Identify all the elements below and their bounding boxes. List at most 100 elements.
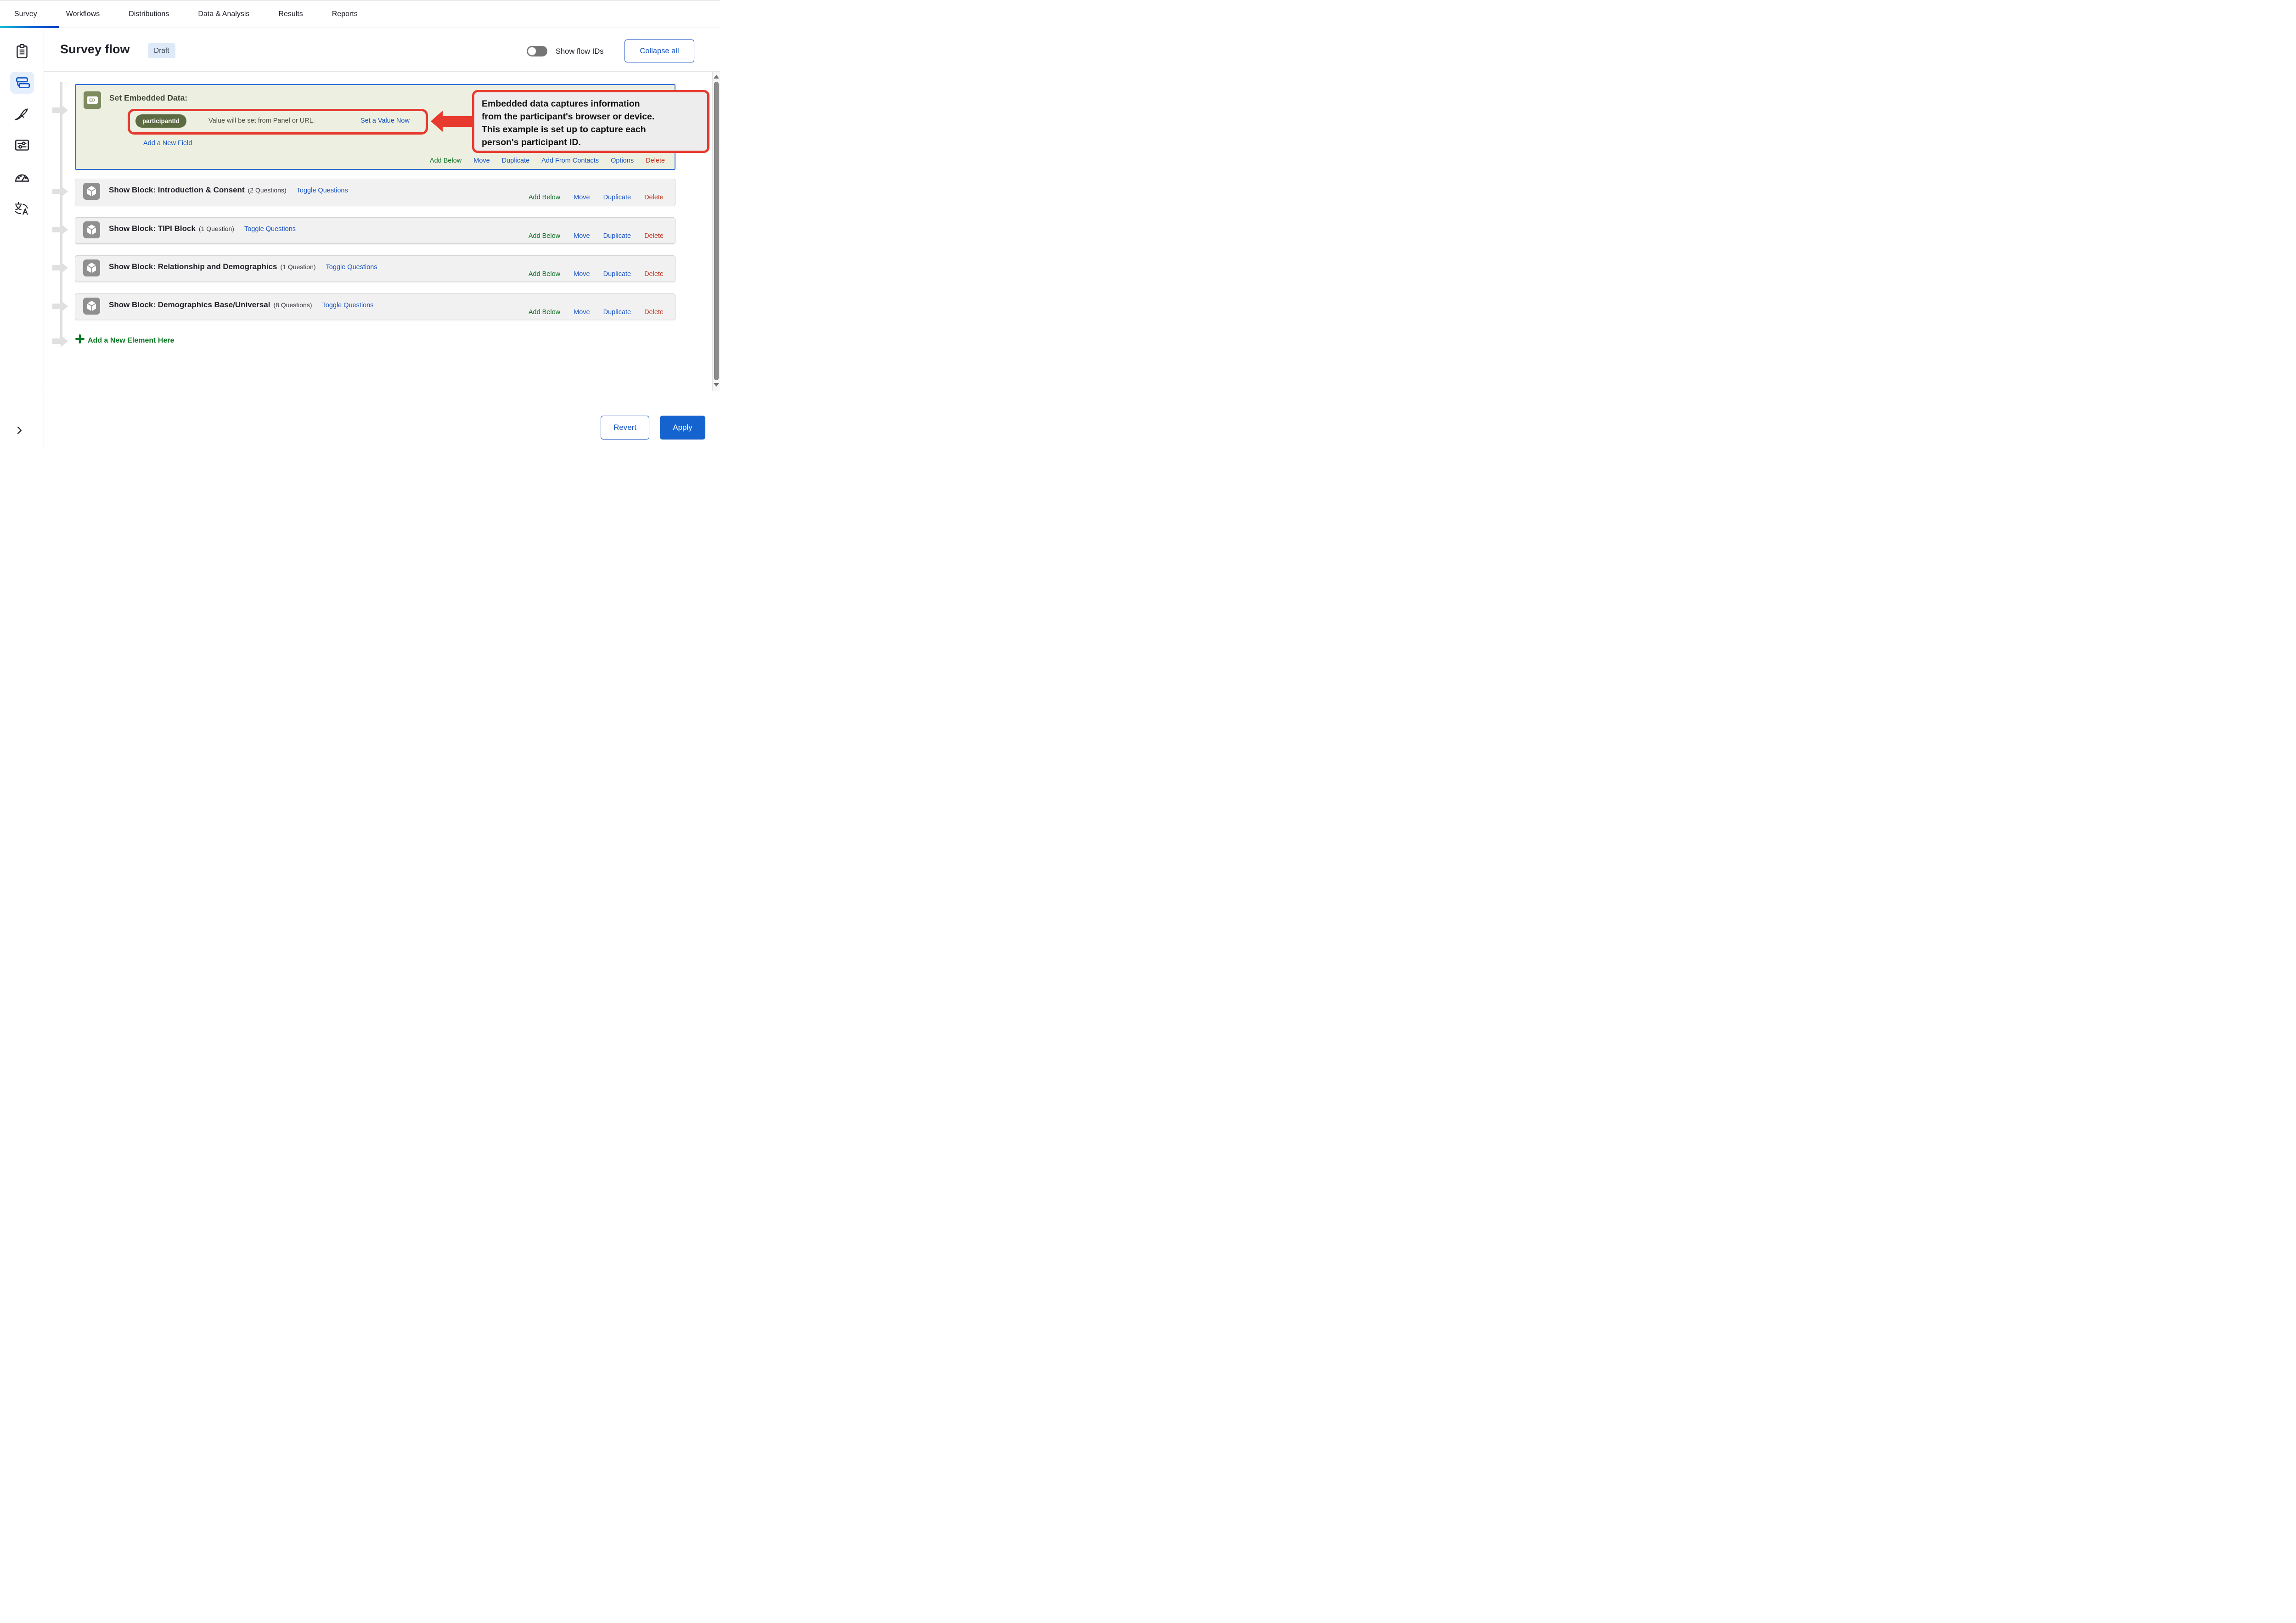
annotation-arrow-head [431, 111, 443, 132]
add-below-link[interactable]: Add Below [528, 270, 561, 278]
tab-reports[interactable]: Reports [332, 10, 358, 18]
block-title: Show Block: Relationship and Demographic… [109, 262, 277, 271]
block-title: Show Block: Demographics Base/Universal [109, 300, 270, 309]
delete-link[interactable]: Delete [644, 232, 664, 240]
duplicate-link[interactable]: Duplicate [603, 232, 631, 240]
scroll-up-arrow-icon[interactable] [714, 75, 719, 79]
embedded-data-badge-icon: ED [84, 91, 101, 109]
status-badge: Draft [148, 43, 175, 58]
delete-link[interactable]: Delete [644, 194, 664, 201]
annotation-text-line: person's participant ID. [482, 137, 581, 147]
block-actions-bar: Add Below Move Duplicate Delete [529, 270, 664, 278]
duplicate-link[interactable]: Duplicate [603, 309, 631, 316]
flow-connector-arrow [52, 104, 68, 116]
duplicate-link[interactable]: Duplicate [603, 270, 631, 278]
flow-connector-arrow [52, 300, 68, 312]
survey-options-icon[interactable] [13, 136, 31, 154]
embedded-data-title: Set Embedded Data: [109, 93, 188, 102]
flow-connector-arrow [52, 335, 68, 347]
page-title: Survey flow [60, 42, 130, 56]
ed-badge-label: ED [87, 96, 98, 104]
embedded-actions-bar: Add Below Move Duplicate Add From Contac… [430, 157, 665, 164]
scrollbar-thumb[interactable] [714, 82, 719, 380]
show-block-tipi[interactable]: Show Block: TIPI Block (1 Question) Togg… [75, 217, 675, 244]
flow-connector-line [60, 82, 62, 341]
toggle-questions-link[interactable]: Toggle Questions [326, 264, 377, 271]
delete-link[interactable]: Delete [644, 270, 664, 278]
survey-builder-icon[interactable] [13, 43, 31, 60]
block-question-count: (8 Questions) [273, 301, 312, 309]
translations-icon[interactable] [13, 200, 31, 217]
tab-workflows[interactable]: Workflows [66, 10, 100, 18]
block-cube-icon [83, 298, 100, 315]
move-link[interactable]: Move [574, 309, 590, 316]
plus-icon [75, 334, 84, 344]
add-below-link[interactable]: Add Below [528, 309, 561, 316]
add-below-link[interactable]: Add Below [528, 232, 561, 240]
active-tab-underline [0, 26, 59, 28]
show-block-relationship-demographics[interactable]: Show Block: Relationship and Demographic… [75, 255, 675, 282]
duplicate-link[interactable]: Duplicate [501, 157, 530, 164]
set-value-now-link[interactable]: Set a Value Now [360, 117, 410, 124]
expand-sidebar-chevron-icon[interactable] [15, 426, 24, 435]
embedded-field-name-pill[interactable]: participantId [135, 114, 187, 128]
show-flow-ids-toggle[interactable] [527, 46, 547, 56]
top-nav: Survey Workflows Distributions Data & An… [0, 0, 720, 28]
block-actions-bar: Add Below Move Duplicate Delete [529, 232, 664, 240]
toggle-questions-link[interactable]: Toggle Questions [322, 302, 374, 309]
annotation-text-line: Embedded data captures information [482, 99, 640, 109]
block-cube-icon [83, 221, 100, 238]
show-block-introduction-consent[interactable]: Show Block: Introduction & Consent (2 Qu… [75, 179, 675, 205]
look-and-feel-icon[interactable] [13, 106, 31, 123]
tab-results[interactable]: Results [278, 10, 303, 18]
block-cube-icon [83, 259, 100, 276]
quotas-gauge-icon[interactable] [13, 168, 31, 186]
block-actions-bar: Add Below Move Duplicate Delete [529, 194, 664, 201]
toggle-questions-link[interactable]: Toggle Questions [296, 187, 348, 194]
duplicate-link[interactable]: Duplicate [603, 194, 631, 201]
annotation-callout: Embedded data captures information from … [472, 90, 709, 153]
active-tool-highlight [10, 72, 34, 94]
scroll-down-arrow-icon[interactable] [714, 383, 719, 387]
options-link[interactable]: Options [611, 157, 634, 164]
collapse-all-button[interactable]: Collapse all [625, 39, 694, 62]
flow-connector-arrow [52, 262, 68, 274]
move-link[interactable]: Move [574, 270, 590, 278]
add-new-field-link[interactable]: Add a New Field [143, 140, 192, 147]
annotation-text-line: from the participant's browser or device… [482, 112, 655, 122]
add-below-link[interactable]: Add Below [429, 157, 462, 164]
survey-flow-page: Survey Workflows Distributions Data & An… [0, 0, 720, 449]
move-link[interactable]: Move [574, 194, 590, 201]
flow-connector-arrow [52, 186, 68, 197]
add-below-link[interactable]: Add Below [528, 194, 561, 201]
tab-survey[interactable]: Survey [14, 10, 37, 18]
revert-button[interactable]: Revert [601, 416, 649, 440]
annotation-arrow [442, 116, 473, 127]
move-link[interactable]: Move [473, 157, 490, 164]
block-question-count: (1 Question) [280, 263, 316, 270]
tab-distributions[interactable]: Distributions [129, 10, 169, 18]
left-toolbar [0, 28, 44, 449]
block-cube-icon [83, 183, 100, 200]
toggle-knob [528, 47, 536, 56]
vertical-scrollbar[interactable] [712, 72, 720, 391]
toggle-questions-link[interactable]: Toggle Questions [244, 225, 296, 233]
show-flow-ids-label: Show flow IDs [556, 47, 604, 56]
add-from-contacts-link[interactable]: Add From Contacts [541, 157, 599, 164]
show-block-demographics-base[interactable]: Show Block: Demographics Base/Universal … [75, 293, 675, 320]
annotation-highlight-rect [128, 109, 428, 135]
delete-link[interactable]: Delete [646, 157, 665, 164]
delete-link[interactable]: Delete [644, 309, 664, 316]
add-new-element-link[interactable]: Add a New Element Here [75, 334, 174, 345]
block-question-count: (2 Questions) [248, 186, 287, 194]
flow-connector-arrow [52, 224, 68, 236]
apply-button[interactable]: Apply [660, 416, 705, 440]
block-actions-bar: Add Below Move Duplicate Delete [529, 309, 664, 316]
move-link[interactable]: Move [574, 232, 590, 240]
embedded-field-value-text: Value will be set from Panel or URL. [208, 117, 315, 124]
tab-data-analysis[interactable]: Data & Analysis [198, 10, 250, 18]
block-title: Show Block: Introduction & Consent [109, 186, 245, 194]
add-new-element-label: Add a New Element Here [88, 337, 174, 344]
annotation-text-line: This example is set up to capture each [482, 124, 646, 135]
survey-flow-icon[interactable] [13, 74, 31, 91]
